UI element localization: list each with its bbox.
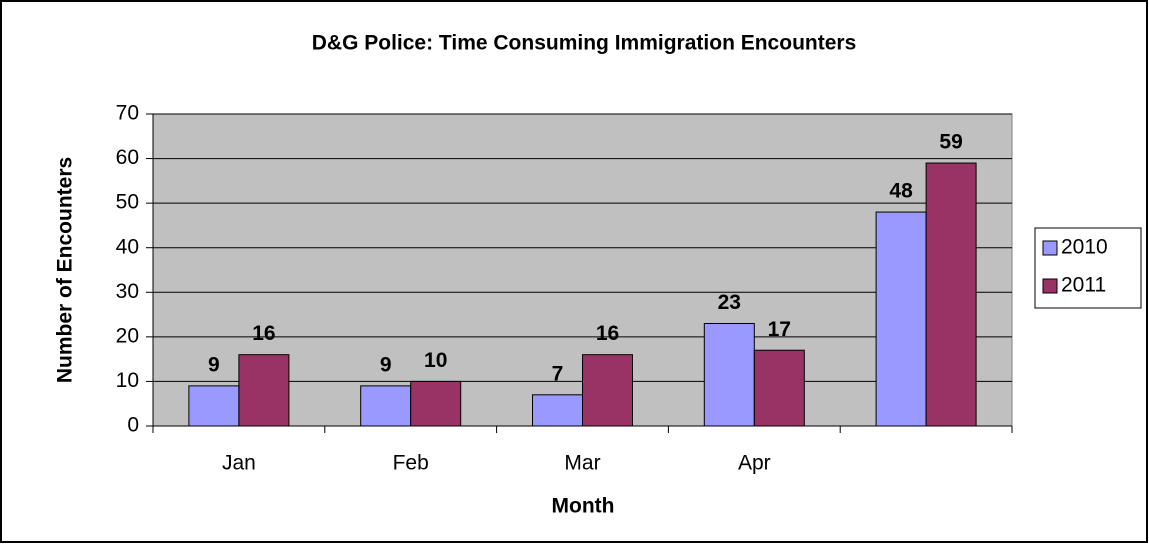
x-tick-label: Feb	[393, 452, 429, 475]
y-tick-label: 40	[116, 235, 139, 258]
data-label: 17	[768, 318, 791, 341]
y-tick-label: 0	[127, 414, 139, 437]
y-tick-label: 50	[116, 191, 139, 214]
x-tick-label: Jan	[222, 452, 256, 475]
data-label: 10	[424, 349, 447, 372]
legend-label: 2011	[1061, 274, 1106, 297]
bar	[925, 162, 977, 427]
bar	[875, 211, 927, 427]
y-tick-label: 30	[116, 280, 139, 303]
legend-swatch	[1042, 278, 1058, 294]
y-tick-label: 10	[116, 369, 139, 392]
bar	[188, 385, 240, 427]
x-tick-label: Mar	[564, 452, 600, 475]
data-label: 23	[718, 291, 741, 314]
bar	[753, 349, 805, 427]
y-tick-label: 20	[116, 324, 139, 347]
y-tick-label: 70	[116, 102, 139, 125]
data-label: 48	[889, 180, 913, 203]
bar	[360, 385, 412, 427]
x-axis-label: Month	[552, 495, 615, 518]
legend-label: 2010	[1061, 236, 1108, 259]
bar	[582, 354, 633, 427]
data-label: 9	[380, 353, 392, 376]
y-axis-label: Number of Encounters	[54, 157, 77, 383]
y-tick-label: 60	[116, 146, 139, 169]
chart-title: D&G Police: Time Consuming Immigration E…	[312, 32, 857, 55]
data-label: 9	[208, 353, 220, 376]
legend-swatch	[1042, 240, 1058, 256]
bar	[703, 322, 755, 427]
bar	[410, 380, 462, 427]
data-label: 7	[552, 362, 564, 385]
bar	[238, 354, 290, 427]
data-label: 59	[939, 131, 962, 154]
data-label: 16	[596, 322, 619, 345]
x-tick-label: Apr	[738, 452, 771, 475]
bar	[532, 394, 583, 427]
data-label: 16	[252, 322, 275, 345]
